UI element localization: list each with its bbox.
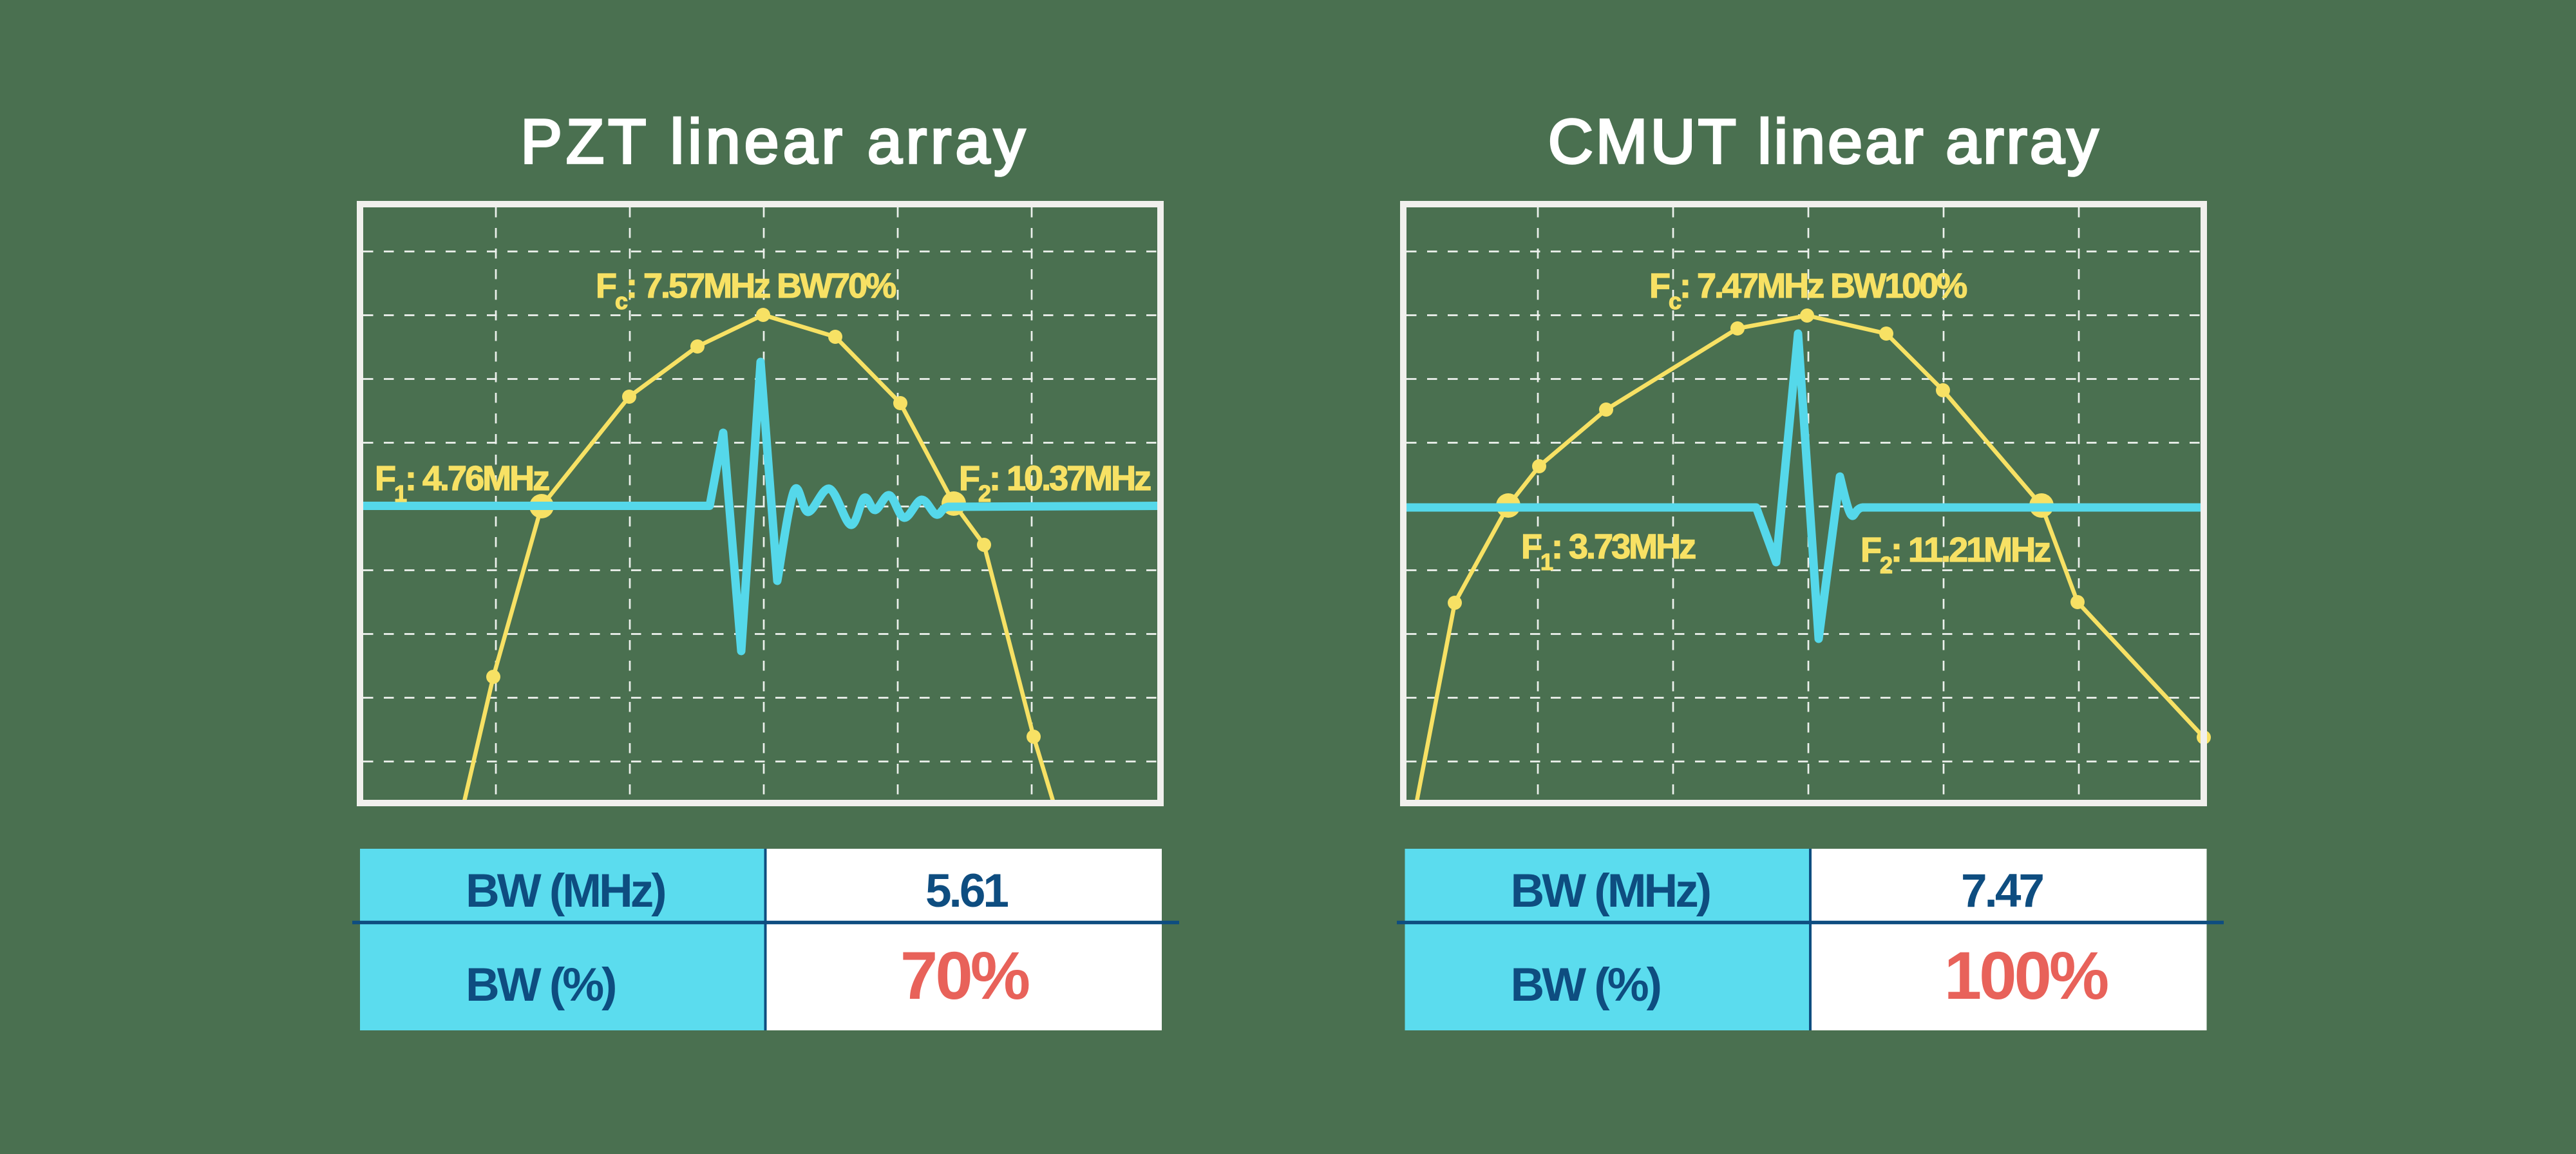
svg-text:BW (%): BW (%)	[1511, 959, 1660, 1011]
svg-text:BW (MHz): BW (MHz)	[1511, 865, 1710, 917]
svg-text:70%: 70%	[900, 938, 1029, 1014]
svg-text:CMUT linear array: CMUT linear array	[1548, 106, 2101, 176]
svg-text:BW (MHz): BW (MHz)	[466, 865, 665, 917]
svg-text:100%: 100%	[1944, 938, 2108, 1014]
svg-text:PZT linear array: PZT linear array	[520, 106, 1029, 176]
svg-text:7.47: 7.47	[1961, 865, 2043, 917]
svg-text:5.61: 5.61	[925, 865, 1008, 917]
svg-text:BW (%): BW (%)	[466, 959, 615, 1011]
